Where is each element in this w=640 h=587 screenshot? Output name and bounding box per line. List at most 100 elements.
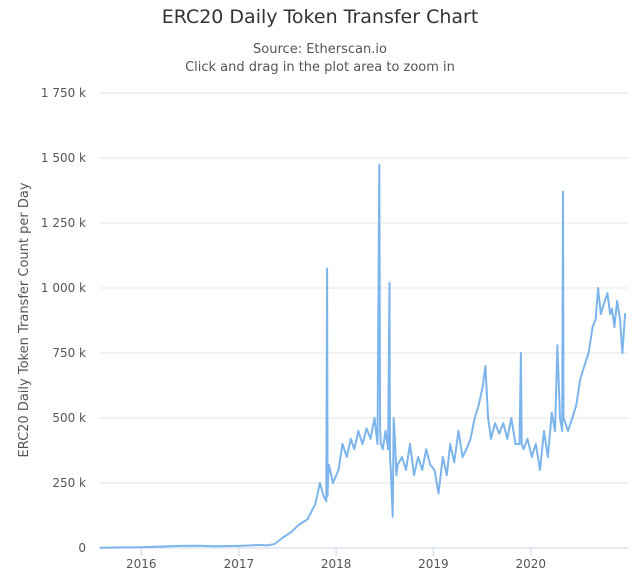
data-point xyxy=(502,422,505,425)
data-point xyxy=(357,430,360,432)
data-point xyxy=(401,456,403,458)
y-tick-label: 1 000 k xyxy=(41,281,86,295)
data-point xyxy=(449,443,452,445)
data-point xyxy=(289,531,292,534)
data-point xyxy=(562,190,564,193)
data-point xyxy=(624,313,626,315)
x-tick-label: 2017 xyxy=(224,557,255,571)
y-tick-label: 1 500 k xyxy=(41,151,86,165)
data-point xyxy=(387,448,389,451)
data-point xyxy=(546,456,549,458)
data-point xyxy=(530,456,533,458)
grid-lines xyxy=(100,92,628,484)
x-tick-label: 2016 xyxy=(126,557,157,571)
data-point xyxy=(238,545,240,547)
data-point xyxy=(609,313,611,315)
chart-subtitle-source: Source: Etherscan.io xyxy=(253,42,387,57)
data-point xyxy=(421,469,424,471)
x-tick-label: 2019 xyxy=(418,557,449,571)
data-point xyxy=(378,163,381,166)
data-point xyxy=(583,365,586,367)
data-point xyxy=(437,492,440,495)
data-point xyxy=(484,365,487,367)
y-tick-label: 1 750 k xyxy=(41,86,86,100)
data-point xyxy=(591,326,594,328)
data-point xyxy=(534,443,537,445)
data-point xyxy=(571,417,574,419)
data-point xyxy=(490,437,492,440)
data-point xyxy=(469,437,472,440)
data-point xyxy=(579,378,582,380)
data-point xyxy=(498,432,501,435)
data-point xyxy=(332,482,334,484)
data-point xyxy=(325,500,328,503)
data-point xyxy=(328,463,330,466)
data-point xyxy=(164,545,167,548)
data-point xyxy=(559,417,561,419)
data-point xyxy=(487,417,489,419)
data-point xyxy=(575,404,578,406)
data-point xyxy=(621,352,624,354)
chart-subtitle-zoom-hint: Click and drag in the plot area to zoom … xyxy=(185,60,455,75)
data-point xyxy=(520,352,522,354)
data-point xyxy=(365,427,368,430)
data-point xyxy=(506,437,509,440)
data-point xyxy=(197,544,200,547)
data-point xyxy=(564,422,567,425)
data-point xyxy=(345,456,348,458)
data-point xyxy=(594,318,597,321)
data-point xyxy=(115,546,118,549)
data-point xyxy=(613,326,616,328)
x-axis: 2016 2017 2018 2019 2020 xyxy=(100,547,628,571)
data-point xyxy=(611,307,613,310)
data-point xyxy=(465,448,468,451)
data-point xyxy=(265,544,268,547)
data-point xyxy=(327,479,329,482)
data-point xyxy=(389,469,392,471)
series-layer xyxy=(99,163,627,549)
data-point xyxy=(561,430,564,432)
data-point xyxy=(429,463,432,466)
data-point xyxy=(603,300,606,302)
data-point xyxy=(556,344,559,347)
data-point xyxy=(384,430,387,432)
data-point xyxy=(396,463,399,466)
data-point xyxy=(391,515,394,518)
data-point xyxy=(409,443,411,445)
data-point xyxy=(562,417,565,419)
data-point xyxy=(606,292,609,295)
data-point xyxy=(445,474,448,477)
data-point xyxy=(453,461,456,464)
data-point xyxy=(514,443,517,445)
data-point xyxy=(597,287,599,289)
data-point xyxy=(298,523,300,526)
y-tick-label: 250 k xyxy=(52,476,86,490)
data-point xyxy=(341,443,344,445)
data-point xyxy=(522,448,525,451)
data-point xyxy=(473,417,476,419)
data-point xyxy=(319,482,321,484)
data-point xyxy=(477,404,480,406)
data-point xyxy=(526,437,529,440)
series-line xyxy=(99,163,627,549)
data-point xyxy=(520,443,523,445)
data-point xyxy=(567,430,569,432)
data-point xyxy=(425,448,428,451)
data-point xyxy=(587,352,590,354)
data-point xyxy=(554,430,556,432)
data-point xyxy=(337,469,340,471)
data-point xyxy=(257,544,260,546)
data-point xyxy=(381,448,384,451)
data-point xyxy=(180,545,183,547)
data-point xyxy=(457,430,460,432)
data-point xyxy=(388,281,391,284)
data-point xyxy=(369,437,372,440)
data-point xyxy=(379,430,381,432)
data-point xyxy=(322,495,325,497)
y-tick-label: 500 k xyxy=(52,411,86,425)
data-point xyxy=(314,502,317,505)
data-point xyxy=(619,318,621,321)
data-point xyxy=(281,536,284,539)
x-tick-label: 2018 xyxy=(321,557,352,571)
